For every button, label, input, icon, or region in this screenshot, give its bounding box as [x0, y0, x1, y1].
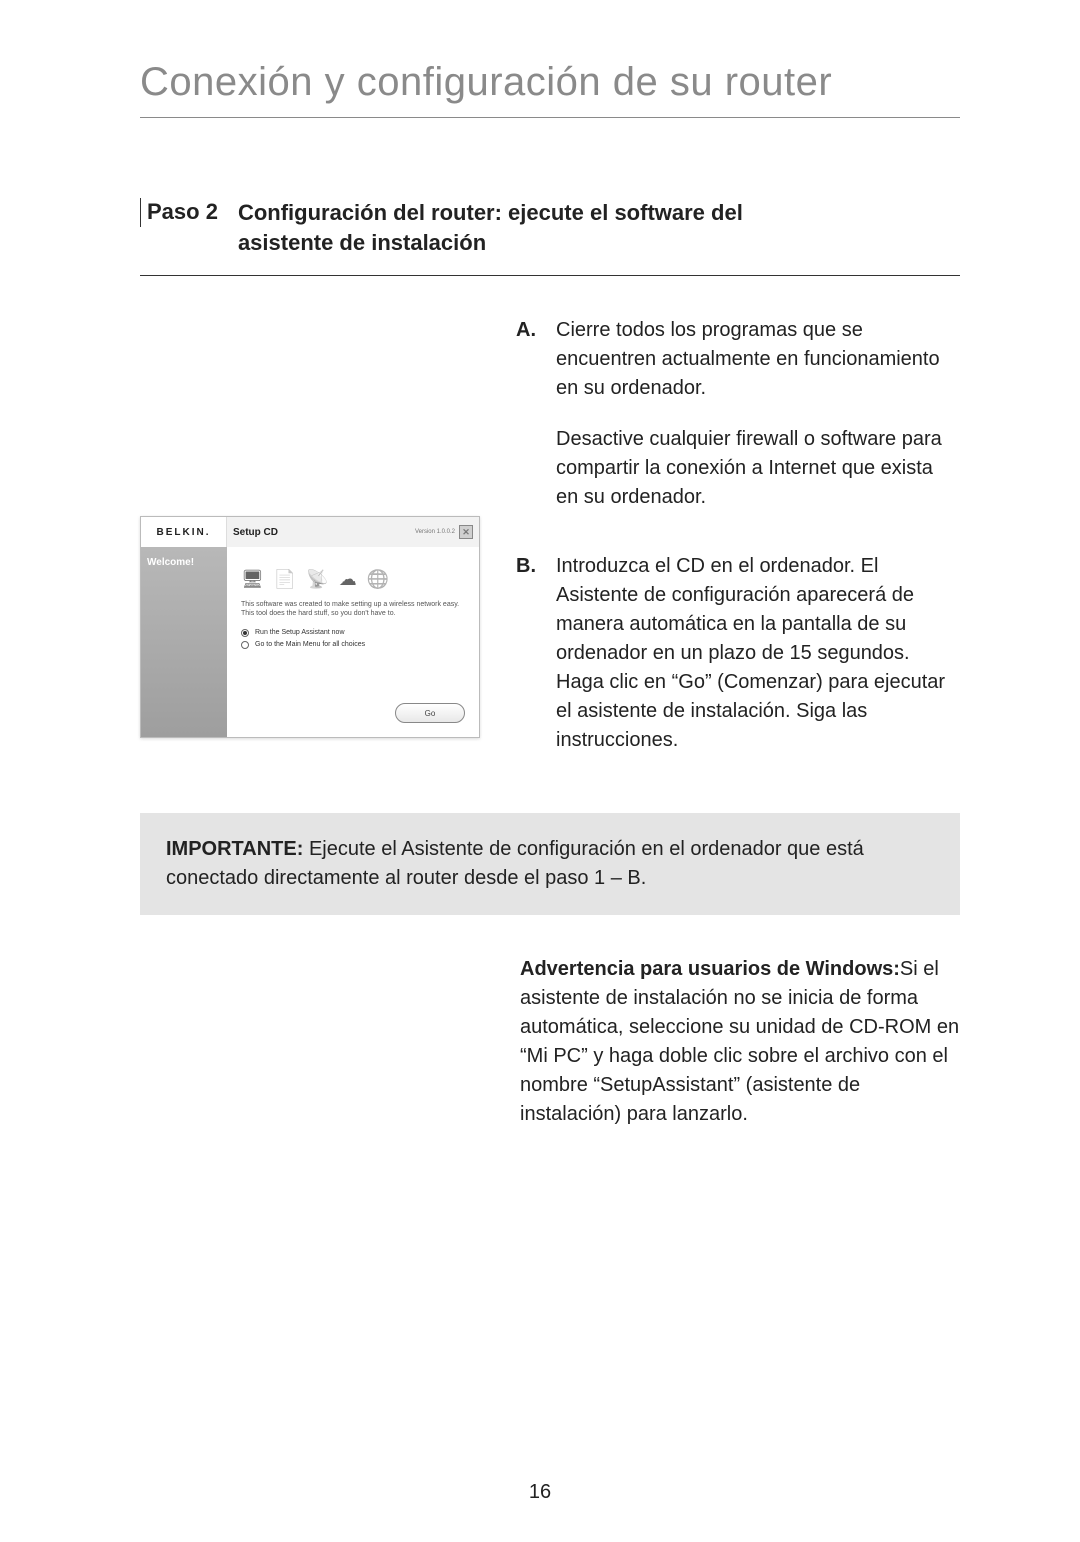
page-number: 16 [0, 1481, 1080, 1504]
callout-bold: IMPORTANTE: [166, 838, 303, 860]
belkin-logo: BELKIN. [141, 517, 227, 547]
step-label: Paso 2 [140, 198, 232, 227]
radio-dot-icon [241, 641, 249, 649]
right-column: A. Cierre todos los programas que se enc… [516, 316, 960, 777]
screenshot-titlebar: BELKIN. Setup CD Version 1.0.0.2 ✕ [141, 517, 479, 547]
document-page: Conexión y configuración de su router Pa… [0, 0, 1080, 1542]
router-icon: 📡 [306, 569, 328, 590]
screenshot-sidebar: Welcome! [141, 547, 227, 737]
screenshot-radio-1: Run the Setup Assistant now [241, 629, 465, 637]
text-b: Introduzca el CD en el ordenador. El Asi… [556, 552, 960, 755]
important-callout: IMPORTANTE: Ejecute el Asistente de conf… [140, 813, 960, 915]
screenshot-description: This software was created to make settin… [241, 600, 465, 618]
screenshot-title-area: Setup CD Version 1.0.0.2 ✕ [227, 517, 479, 547]
screenshot-version: Version 1.0.0.2 [415, 529, 455, 535]
content-row: BELKIN. Setup CD Version 1.0.0.2 ✕ Welco… [140, 316, 960, 777]
warning-bold: Advertencia para usuarios de Windows: [520, 958, 900, 980]
warning-text: Si el asistente de instalación no se ini… [520, 958, 959, 1125]
instruction-a-sub: Desactive cualquier firewall o software … [516, 425, 960, 512]
step-title: Configuración del router: ejecute el sof… [232, 198, 792, 257]
computer-icon: 🖥 [241, 569, 264, 590]
windows-warning: Advertencia para usuarios de Windows:Si … [140, 955, 960, 1129]
go-button: Go [395, 703, 465, 723]
screenshot-body: Welcome! 🖥 📄 📡 ☁ 🌐 This software was cre… [141, 547, 479, 737]
instruction-a: A. Cierre todos los programas que se enc… [516, 316, 960, 403]
screenshot-main: 🖥 📄 📡 ☁ 🌐 This software was created to m… [227, 547, 479, 737]
instruction-b: B. Introduzca el CD en el ordenador. El … [516, 552, 960, 755]
left-column: BELKIN. Setup CD Version 1.0.0.2 ✕ Welco… [140, 316, 480, 738]
radio-label-1: Run the Setup Assistant now [255, 629, 345, 636]
screenshot-icons: 🖥 📄 📡 ☁ 🌐 [241, 569, 465, 590]
globe-icon: 🌐 [367, 569, 389, 590]
marker-a: A. [516, 316, 542, 403]
cloud-icon: ☁ [339, 569, 357, 590]
page-title: Conexión y configuración de su router [140, 60, 960, 118]
screenshot-version-area: Version 1.0.0.2 ✕ [415, 525, 473, 539]
radio-label-2: Go to the Main Menu for all choices [255, 641, 365, 648]
marker-b: B. [516, 552, 542, 755]
screenshot-radio-2: Go to the Main Menu for all choices [241, 641, 465, 649]
text-a: Cierre todos los programas que se encuen… [556, 316, 960, 403]
close-icon: ✕ [459, 525, 473, 539]
setup-cd-screenshot: BELKIN. Setup CD Version 1.0.0.2 ✕ Welco… [140, 516, 480, 738]
screenshot-title: Setup CD [233, 527, 278, 538]
document-icon: 📄 [274, 569, 296, 590]
radio-dot-icon [241, 629, 249, 637]
step-header: Paso 2 Configuración del router: ejecute… [140, 198, 960, 276]
